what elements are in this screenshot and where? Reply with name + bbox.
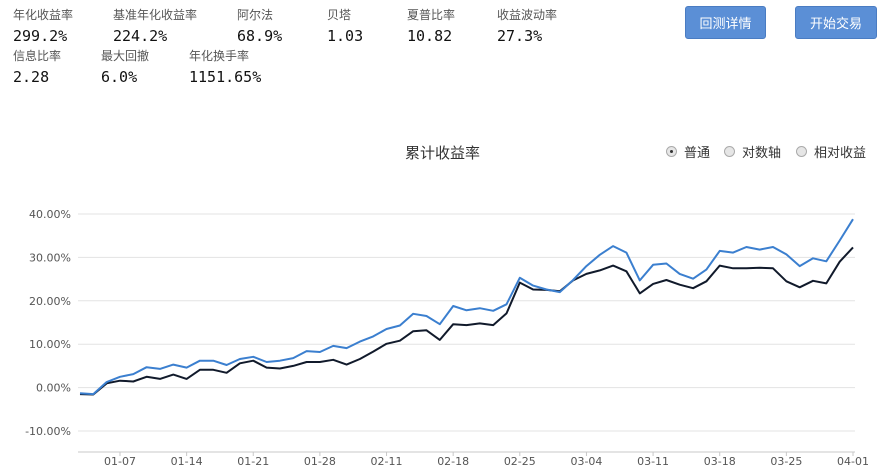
option-label: 相对收益	[814, 146, 867, 161]
metric-label: 年化收益率	[13, 8, 74, 22]
metric-alpha: 阿尔法 68.9%	[237, 6, 282, 45]
start-trading-button[interactable]: 开始交易	[795, 6, 877, 39]
metric-label: 信息比率	[13, 49, 62, 63]
series-line-strategy	[79, 218, 854, 396]
metric-value: 10.82	[407, 27, 453, 45]
option-relative-return[interactable]: 相对收益	[796, 142, 866, 161]
metric-label: 基准年化收益率	[113, 8, 198, 22]
x-tick-label: 04-01	[837, 455, 869, 468]
x-tick-label: 03-18	[704, 455, 736, 468]
x-tick-label: 03-04	[570, 455, 602, 468]
metric-benchmark-annual-return: 基准年化收益率 224.2%	[113, 6, 197, 45]
metric-label: 夏普比率	[407, 8, 456, 22]
metric-value: 6.0%	[101, 68, 138, 86]
metric-value: 68.9%	[237, 27, 283, 45]
metric-label: 年化换手率	[189, 49, 250, 63]
y-tick-label: 40.00%	[29, 208, 71, 221]
radio-icon[interactable]	[796, 146, 807, 157]
chart-title: 累计收益率	[404, 144, 480, 162]
metric-value: 224.2%	[113, 27, 168, 45]
metric-label: 收益波动率	[497, 8, 558, 22]
metric-annual-turnover: 年化换手率 1151.65%	[189, 47, 261, 86]
y-tick-label: -10.00%	[25, 425, 71, 438]
option-label: 普通	[684, 146, 711, 161]
x-tick-label: 01-21	[237, 455, 269, 468]
metric-label: 贝塔	[327, 8, 352, 22]
x-tick-label: 02-18	[437, 455, 469, 468]
option-normal[interactable]: 普通	[666, 142, 710, 161]
y-tick-label: 10.00%	[29, 338, 71, 351]
metric-max-drawdown: 最大回撤 6.0%	[101, 47, 149, 86]
metric-sharpe: 夏普比率 10.82	[407, 6, 455, 45]
radio-icon[interactable]	[724, 146, 735, 157]
x-tick-label: 03-25	[770, 455, 802, 468]
metric-label: 最大回撤	[101, 49, 150, 63]
metric-label: 阿尔法	[237, 8, 274, 22]
metric-beta: 贝塔 1.03	[327, 6, 363, 45]
y-tick-label: 30.00%	[29, 251, 71, 264]
metric-annual-return: 年化收益率 299.2%	[13, 6, 73, 45]
x-tick-label: 03-11	[637, 455, 669, 468]
y-tick-label: 0.00%	[36, 382, 71, 395]
metric-information-ratio: 信息比率 2.28	[13, 47, 61, 86]
option-label: 对数轴	[742, 146, 782, 161]
metric-value: 1.03	[327, 27, 364, 45]
x-tick-label: 02-25	[504, 455, 536, 468]
metric-value: 1151.65%	[189, 68, 262, 86]
series-line-benchmark	[79, 246, 854, 396]
metric-value: 27.3%	[497, 27, 543, 45]
option-log-axis[interactable]: 对数轴	[724, 142, 781, 161]
metric-volatility: 收益波动率 27.3%	[497, 6, 557, 45]
x-tick-label: 01-07	[104, 455, 136, 468]
metric-value: 2.28	[13, 68, 50, 86]
y-tick-label: 20.00%	[29, 295, 71, 308]
radio-selected-icon[interactable]	[666, 146, 677, 157]
x-tick-label: 02-11	[371, 455, 403, 468]
x-tick-label: 01-28	[304, 455, 336, 468]
metric-value: 299.2%	[13, 27, 68, 45]
x-tick-label: 01-14	[171, 455, 203, 468]
backtest-detail-button[interactable]: 回测详情	[685, 6, 766, 39]
